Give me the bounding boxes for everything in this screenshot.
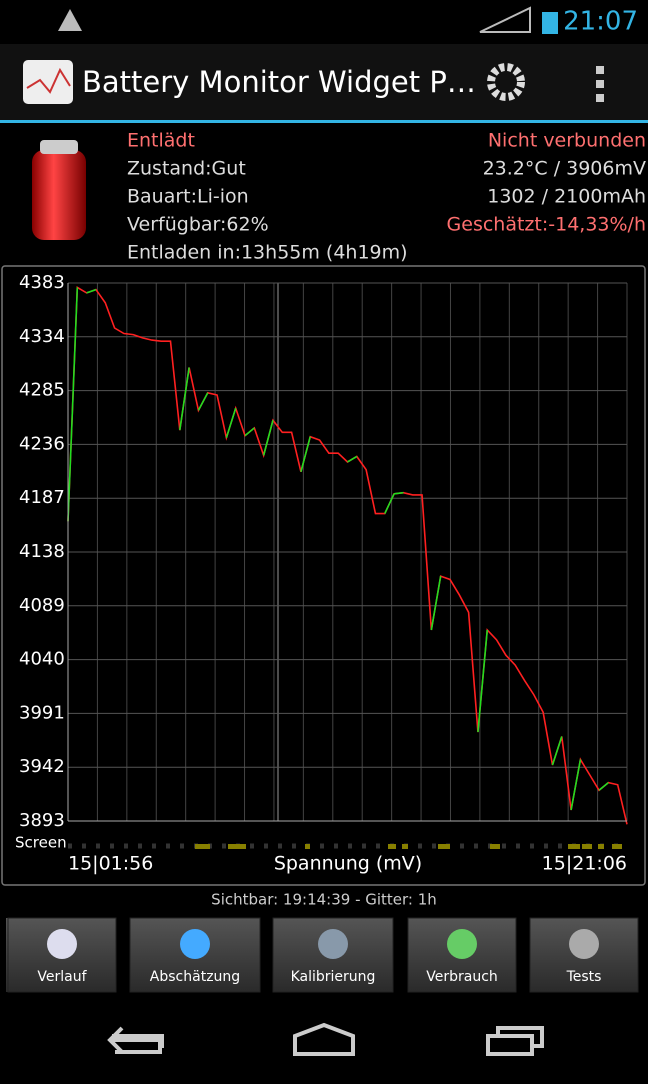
battery-cap [40, 140, 78, 154]
rising-segment [477, 629, 489, 733]
rising-segment [551, 736, 563, 766]
screen-on-mark [228, 844, 246, 849]
x-axis-title: Spannung (mV) [274, 853, 422, 875]
rising-segment [347, 455, 358, 463]
screen-on-mark [305, 844, 310, 849]
y-tick-label: 3942 [19, 756, 65, 777]
track-label: Screen [15, 834, 67, 852]
x-end-label: 15|21:06 [542, 853, 627, 875]
screen-on-mark [598, 844, 604, 849]
y-tick-label: 4383 [19, 272, 65, 293]
screen-on-mark [195, 844, 210, 849]
footer-text: Sichtbar: 19:14:39 - Gitter: 1h [211, 891, 437, 909]
recents-button[interactable] [486, 1026, 544, 1056]
screen-on-mark [388, 844, 396, 849]
rising-segment [67, 287, 79, 522]
button-label: Kalibrierung [291, 969, 376, 985]
rising-segment [86, 288, 97, 294]
y-tick-label: 4285 [19, 380, 65, 401]
button-label: Verlauf [37, 969, 87, 985]
app-bar [0, 44, 648, 120]
y-tick-label: 4236 [19, 433, 65, 454]
info-left: Zustand:Gut [127, 158, 246, 180]
y-tick-label: 4040 [19, 649, 65, 670]
button-label: Verbrauch [426, 969, 498, 985]
divider [0, 120, 648, 123]
rising-segment [300, 436, 312, 473]
y-tick-label: 4089 [19, 595, 65, 616]
info-left: Bauart:Li-ion [127, 186, 249, 208]
rising-segment [225, 407, 237, 439]
battery-icon [542, 12, 558, 34]
info-right: 1302 / 2100mAh [487, 186, 646, 208]
app-title: Battery Monitor Widget P… [82, 65, 476, 99]
rising-segment [570, 759, 582, 811]
rising-segment [197, 392, 209, 411]
rising-segment [598, 781, 609, 791]
info-right: Nicht verbunden [488, 130, 646, 152]
info-right: Geschätzt:-14,33%/h [447, 214, 646, 236]
y-tick-label: 3893 [19, 810, 65, 831]
y-tick-label: 4187 [19, 487, 65, 508]
screen-on-mark [568, 844, 580, 849]
button-label: Abschätzung [150, 969, 240, 985]
rising-segment [384, 493, 395, 514]
info-left: Verfügbar:62% [127, 214, 269, 236]
warning-icon [58, 9, 82, 31]
rising-segment [244, 427, 255, 437]
x-start-label: 15|01:56 [68, 853, 153, 875]
rising-segment [179, 367, 190, 431]
screen-on-mark [612, 844, 622, 849]
button-icon [447, 929, 477, 959]
clock: 21:07 [563, 7, 638, 37]
screen-on-mark [490, 844, 500, 849]
button-icon [569, 929, 599, 959]
back-button[interactable] [107, 1026, 164, 1054]
status-bar [0, 0, 648, 44]
y-tick-label: 3991 [19, 702, 65, 723]
y-tick-label: 4138 [19, 541, 65, 562]
rising-segment [393, 491, 404, 495]
rising-segment [262, 420, 274, 456]
battery-image [32, 150, 86, 240]
home-button[interactable] [293, 1022, 355, 1056]
app-icon [23, 60, 73, 104]
info-right: 23.2°C / 3906mV [483, 158, 646, 180]
app-icon-graph [26, 67, 71, 94]
screen-on-mark [438, 844, 450, 849]
button-icon [180, 929, 210, 959]
screen-on-mark [582, 844, 592, 849]
menu-button[interactable] [596, 66, 604, 102]
button-label: Tests [566, 969, 602, 985]
screen-on-mark [402, 844, 408, 849]
chart-frame [1, 265, 646, 886]
button-icon [318, 929, 348, 959]
button-icon [47, 929, 77, 959]
settings-button[interactable] [487, 63, 525, 101]
rising-segment [430, 576, 442, 631]
signal-icon [479, 6, 531, 33]
y-tick-label: 4334 [19, 326, 65, 347]
info-left: Entlädt [127, 130, 195, 152]
info-left: Entladen in:13h55m (4h19m) [127, 242, 408, 264]
